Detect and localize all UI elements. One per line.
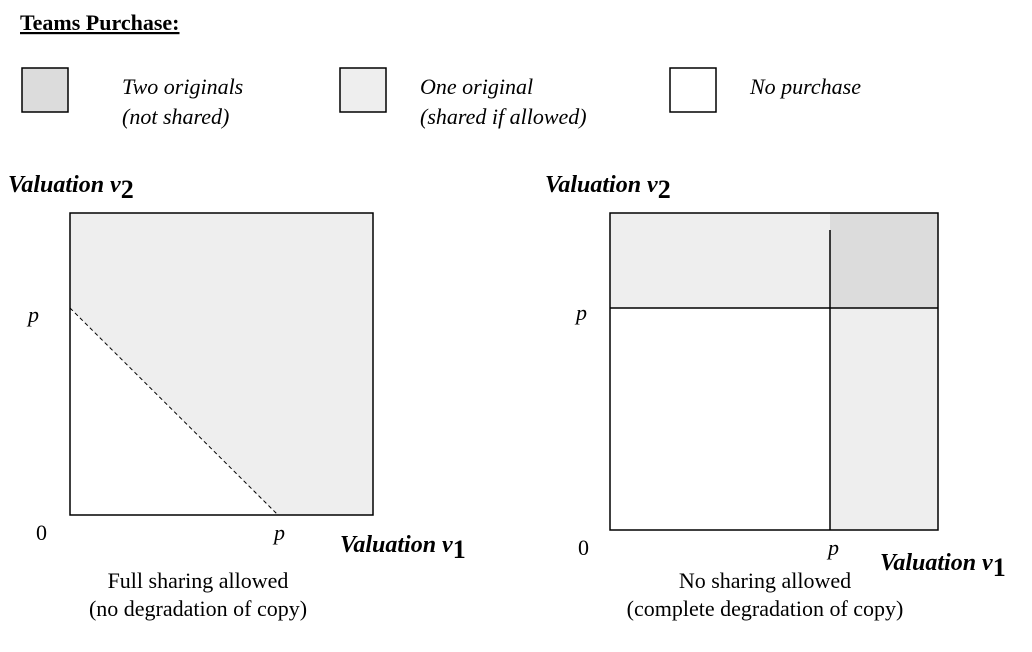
x-axis-label: Valuation v — [340, 532, 453, 558]
legend-swatch — [669, 67, 717, 113]
caption: (complete degradation of copy) — [627, 596, 904, 621]
legend-label: One original — [420, 74, 533, 99]
frame — [609, 212, 939, 531]
subscript: 1 — [993, 553, 1006, 582]
frame — [69, 212, 374, 516]
caption: Full sharing allowed — [108, 568, 289, 593]
y-tick: p — [574, 300, 587, 325]
legend-swatch — [339, 67, 387, 113]
subscript: 2 — [121, 175, 134, 204]
legend-label: No purchase — [749, 74, 861, 99]
title: Teams Purchase: — [20, 10, 180, 35]
caption: (no degradation of copy) — [89, 596, 307, 621]
legend-label: (not shared) — [122, 104, 229, 129]
subscript: 1 — [453, 535, 466, 564]
y-axis-label: Valuation v — [545, 172, 658, 198]
region-one-original — [610, 213, 830, 308]
legend-swatch — [21, 67, 69, 113]
y-axis-label: Valuation v2 — [545, 172, 671, 204]
origin: 0 — [578, 535, 589, 560]
x-axis-label: Valuation v — [880, 550, 993, 576]
legend-label: (shared if allowed) — [420, 104, 587, 129]
origin: 0 — [36, 520, 47, 545]
legend-label: Two originals — [122, 74, 243, 99]
region-two-originals — [830, 213, 938, 308]
y-axis-label: Valuation v2 — [8, 172, 134, 204]
x-tick: p — [826, 535, 839, 560]
y-tick: p — [26, 302, 39, 327]
x-tick: p — [272, 520, 285, 545]
y-axis-label: Valuation v — [8, 172, 121, 198]
region-one-original — [830, 308, 938, 530]
subscript: 2 — [658, 175, 671, 204]
x-axis-label: Valuation v1 — [340, 532, 466, 564]
x-axis-label: Valuation v1 — [880, 550, 1006, 582]
caption: No sharing allowed — [679, 568, 851, 593]
